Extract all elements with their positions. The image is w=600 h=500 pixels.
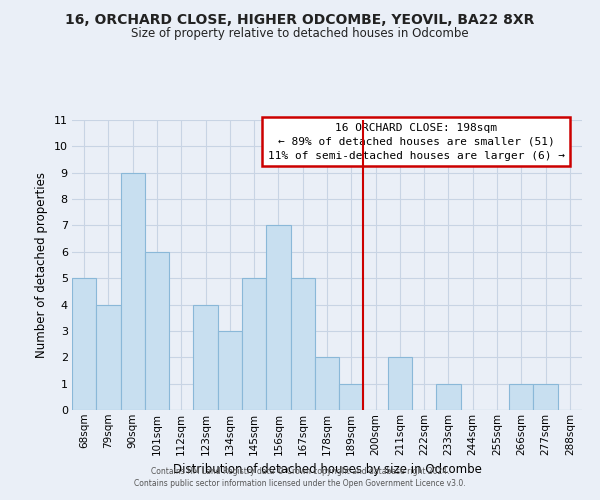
Y-axis label: Number of detached properties: Number of detached properties <box>35 172 48 358</box>
Bar <box>509 384 533 410</box>
Bar <box>339 384 364 410</box>
Text: 16 ORCHARD CLOSE: 198sqm
← 89% of detached houses are smaller (51)
11% of semi-d: 16 ORCHARD CLOSE: 198sqm ← 89% of detach… <box>268 123 565 161</box>
Bar <box>533 384 558 410</box>
X-axis label: Distribution of detached houses by size in Odcombe: Distribution of detached houses by size … <box>173 463 481 476</box>
Bar <box>290 278 315 410</box>
Bar <box>145 252 169 410</box>
Bar <box>436 384 461 410</box>
Bar <box>388 358 412 410</box>
Bar <box>121 172 145 410</box>
Bar <box>72 278 96 410</box>
Bar <box>266 226 290 410</box>
Bar <box>242 278 266 410</box>
Text: 16, ORCHARD CLOSE, HIGHER ODCOMBE, YEOVIL, BA22 8XR: 16, ORCHARD CLOSE, HIGHER ODCOMBE, YEOVI… <box>65 12 535 26</box>
Text: Contains HM Land Registry data © Crown copyright and database right 2024.
Contai: Contains HM Land Registry data © Crown c… <box>134 466 466 487</box>
Text: Size of property relative to detached houses in Odcombe: Size of property relative to detached ho… <box>131 28 469 40</box>
Bar <box>315 358 339 410</box>
Bar <box>218 331 242 410</box>
Bar <box>193 304 218 410</box>
Bar <box>96 304 121 410</box>
